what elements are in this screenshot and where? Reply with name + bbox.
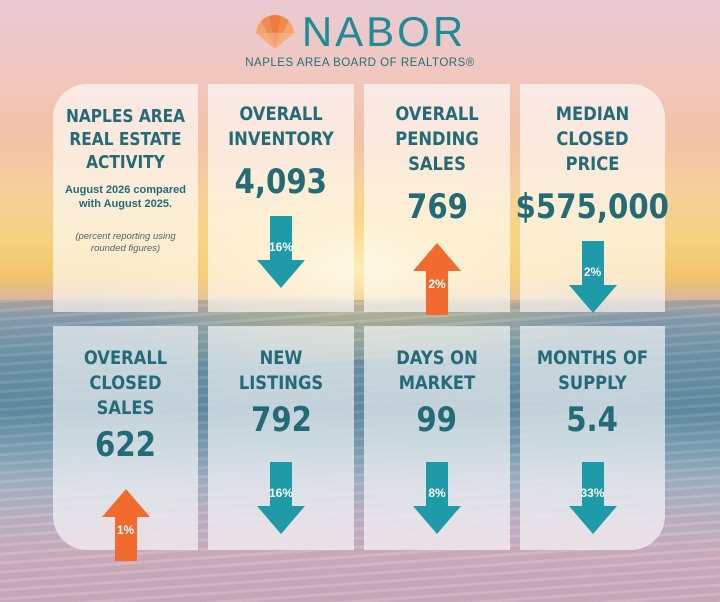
down-arrow-icon: 8% bbox=[413, 462, 461, 536]
down-arrow-icon: 33% bbox=[568, 462, 617, 536]
stat-value: $575,000 bbox=[515, 187, 670, 227]
brand-name: NABOR bbox=[301, 8, 467, 55]
down-arrow-icon: 16% bbox=[257, 462, 305, 536]
intro-title: NAPLES AREA REAL ESTATE ACTIVITY bbox=[65, 107, 186, 173]
stat-title: MONTHS OF SUPPLY bbox=[536, 347, 649, 394]
stat-card-overall-closed-sales: OVERALL CLOSED SALES 622 1% bbox=[53, 326, 198, 561]
up-arrow-icon: 2% bbox=[413, 241, 461, 315]
up-arrow-icon: 1% bbox=[101, 487, 150, 561]
stat-change: 16% bbox=[268, 240, 294, 254]
brand-subtitle: NAPLES AREA BOARD OF REALTORS® bbox=[245, 57, 475, 69]
stat-change: 33% bbox=[580, 486, 605, 500]
stat-change: 1% bbox=[116, 523, 135, 537]
down-arrow-icon: 2% bbox=[568, 241, 617, 313]
stat-title: NEW LISTINGS bbox=[238, 347, 324, 394]
stat-card-overall-inventory: OVERALL INVENTORY 4,093 16% bbox=[208, 84, 354, 312]
comparison-text: August 2026 compared with August 2025. bbox=[64, 184, 187, 210]
stat-title: OVERALL INVENTORY bbox=[228, 103, 334, 150]
stat-value: 792 bbox=[250, 400, 312, 440]
stat-value: 5.4 bbox=[566, 400, 619, 440]
stat-title: MEDIAN CLOSED PRICE bbox=[555, 103, 630, 175]
stat-value: 622 bbox=[94, 425, 157, 465]
rounding-note: (percent reporting using rounded figures… bbox=[75, 231, 176, 254]
stat-card-days-on-market: DAYS ON MARKET 99 8% bbox=[364, 326, 510, 550]
stat-change: 2% bbox=[428, 277, 446, 291]
stat-card-new-listings: NEW LISTINGS 792 16% bbox=[208, 326, 354, 550]
intro-panel: NAPLES AREA REAL ESTATE ACTIVITY August … bbox=[53, 84, 198, 312]
stat-title: OVERALL PENDING SALES bbox=[395, 103, 479, 175]
stat-card-overall-pending-sales: OVERALL PENDING SALES 769 2% bbox=[364, 84, 510, 315]
stat-card-months-of-supply: MONTHS OF SUPPLY 5.4 33% bbox=[520, 326, 665, 550]
stat-change: 8% bbox=[428, 486, 446, 500]
stat-change: 2% bbox=[583, 265, 602, 279]
down-arrow-icon: 16% bbox=[257, 216, 305, 290]
stat-title: OVERALL CLOSED SALES bbox=[83, 347, 168, 419]
shell-logo-icon bbox=[255, 15, 294, 49]
stat-value: 4,093 bbox=[234, 162, 328, 202]
stat-value: 769 bbox=[406, 187, 468, 227]
stat-card-median-closed-price: MEDIAN CLOSED PRICE $575,000 2% bbox=[516, 84, 669, 313]
nabor-logo: NABOR NAPLES AREA BOARD OF REALTORS® bbox=[0, 10, 720, 80]
stat-title: DAYS ON MARKET bbox=[396, 347, 478, 394]
stat-value: 99 bbox=[416, 400, 458, 440]
stat-change: 16% bbox=[268, 486, 294, 500]
